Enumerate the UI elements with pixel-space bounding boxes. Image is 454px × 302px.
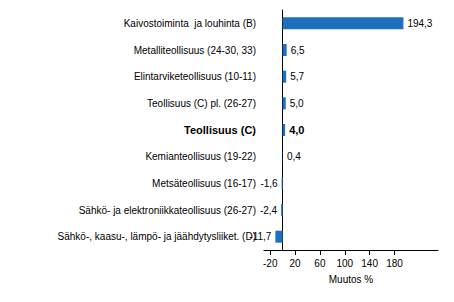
svg-text:Kaivostoiminta ja louhinta (B: Kaivostoiminta ja louhinta (B) — [124, 18, 256, 29]
svg-text:Muutos %: Muutos % — [329, 274, 374, 285]
svg-text:5,0: 5,0 — [290, 98, 304, 109]
svg-text:0,4: 0,4 — [287, 151, 301, 162]
svg-text:100: 100 — [336, 258, 353, 269]
svg-text:140: 140 — [361, 258, 378, 269]
svg-text:Teollisuus (C): Teollisuus (C) — [184, 124, 256, 136]
svg-text:Kemianteollisuus (19-22): Kemianteollisuus (19-22) — [145, 151, 256, 162]
svg-text:20: 20 — [290, 258, 302, 269]
svg-text:194,3: 194,3 — [407, 18, 432, 29]
svg-text:-2,4: -2,4 — [260, 205, 278, 216]
svg-text:Elintarviketeollisuus (10-11): Elintarviketeollisuus (10-11) — [134, 71, 256, 82]
svg-text:Sähkö- ja elektroniikkateollis: Sähkö- ja elektroniikkateollisuus (26-27… — [79, 205, 256, 216]
svg-text:60: 60 — [314, 258, 326, 269]
svg-text:5,7: 5,7 — [290, 71, 304, 82]
svg-text:Metsäteollisuus (16-17): Metsäteollisuus (16-17) — [152, 178, 256, 189]
svg-text:Sähkö-, kaasu-, lämpö- ja jääh: Sähkö-, kaasu-, lämpö- ja jäähdytysliike… — [58, 231, 256, 242]
svg-text:-1,6: -1,6 — [260, 178, 278, 189]
svg-text:Teollisuus (C) pl. (26-27): Teollisuus (C) pl. (26-27) — [147, 98, 256, 109]
svg-text:-11,7: -11,7 — [249, 231, 271, 242]
svg-text:180: 180 — [386, 258, 403, 269]
svg-text:-20: -20 — [263, 258, 278, 269]
svg-text:Metalliteollisuus (24-30, 33): Metalliteollisuus (24-30, 33) — [134, 45, 256, 56]
svg-text:6,5: 6,5 — [291, 45, 305, 56]
svg-text:4,0: 4,0 — [289, 124, 304, 136]
